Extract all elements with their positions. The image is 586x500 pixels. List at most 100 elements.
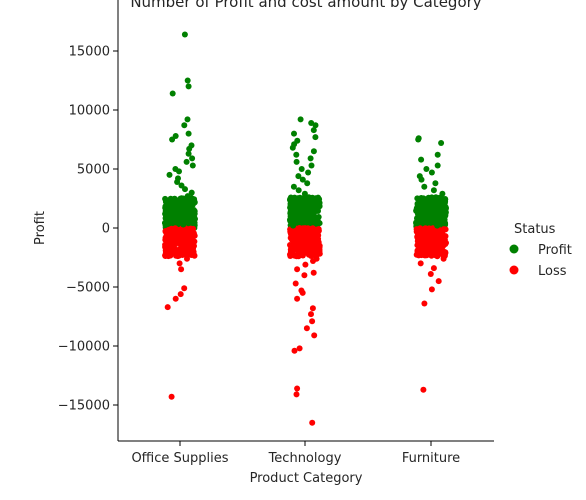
loss-point (416, 234, 423, 241)
profit-point (166, 171, 173, 178)
loss-point (296, 230, 303, 237)
profit-point (441, 203, 448, 210)
profit-point (434, 162, 441, 169)
loss-point (175, 252, 182, 259)
loss-point (430, 265, 437, 272)
legend: Status Profit Loss (509, 222, 572, 279)
loss-point (315, 226, 322, 232)
loss-point (291, 347, 298, 354)
loss-point (425, 227, 432, 234)
profit-point (295, 187, 302, 194)
profit-point (171, 195, 178, 202)
loss-point (176, 260, 183, 267)
profit-point (316, 202, 323, 209)
y-tick-label: 5000 (77, 163, 110, 178)
loss-point (421, 300, 428, 307)
profit-point (185, 83, 192, 90)
profit-point (439, 190, 446, 197)
loss-point (432, 241, 439, 248)
loss-point (293, 391, 300, 398)
y-tick-label: 10000 (69, 104, 110, 119)
profit-point (421, 183, 428, 190)
profit-point (442, 196, 449, 203)
profit-point (299, 176, 306, 183)
profit-point (315, 197, 322, 203)
loss-point (294, 266, 301, 273)
profit-point (291, 130, 297, 137)
profit-point (435, 216, 441, 223)
loss-point (303, 238, 310, 244)
loss-point (294, 385, 301, 392)
y-axis-title: Profit (33, 211, 48, 245)
profit-point (308, 162, 315, 169)
loss-point (188, 245, 195, 252)
profit-point (181, 122, 188, 129)
y-tick-label: −15000 (58, 399, 110, 414)
profit-point (304, 180, 311, 187)
legend-marker-profit (509, 244, 519, 254)
loss-point (178, 266, 185, 273)
profit-point (308, 201, 315, 208)
loss-point (423, 245, 429, 252)
profit-point (189, 162, 196, 169)
loss-point (309, 305, 316, 312)
profit-point (184, 193, 191, 200)
profit-point (171, 221, 178, 227)
loss-point (417, 260, 424, 267)
loss-point (172, 295, 179, 302)
loss-point (291, 252, 298, 259)
loss-point (303, 248, 310, 255)
loss-point (311, 248, 318, 255)
profit-point (186, 207, 193, 214)
loss-point (166, 239, 172, 246)
loss-point (298, 244, 305, 251)
loss-point (176, 230, 183, 237)
profit-point (170, 214, 177, 221)
loss-point (428, 286, 435, 293)
profit-point (312, 134, 319, 141)
profit-point (307, 155, 314, 162)
profit-point (181, 31, 188, 38)
profit-point (180, 221, 187, 228)
profit-point (185, 130, 192, 137)
points-layer (162, 31, 449, 426)
profit-point (290, 222, 297, 229)
loss-point (303, 227, 309, 234)
profit-point (418, 156, 425, 163)
y-tick-label: −5000 (66, 281, 110, 296)
profit-point (289, 208, 296, 215)
profit-point (184, 200, 191, 207)
profit-point (174, 207, 181, 214)
profit-point (181, 210, 187, 217)
chart-title: Number of Profit and cost amount by Cate… (130, 0, 481, 11)
loss-point (182, 234, 189, 241)
profit-point (434, 151, 441, 158)
loss-point (309, 419, 316, 426)
loss-point (190, 251, 197, 257)
profit-point (293, 158, 300, 165)
loss-point (178, 241, 184, 248)
legend-label-loss: Loss (538, 264, 567, 279)
profit-point (439, 219, 446, 226)
profit-point (183, 158, 190, 165)
loss-point (177, 291, 184, 298)
x-ticks: Office Supplies Technology Furniture (131, 441, 460, 466)
loss-point (426, 240, 433, 247)
profit-point (419, 197, 426, 204)
y-tick-label: 15000 (69, 45, 110, 60)
loss-point (163, 228, 170, 234)
profit-point (432, 194, 439, 201)
profit-point (420, 208, 427, 215)
loss-point (165, 245, 172, 252)
loss-point (294, 295, 301, 302)
profit-point (169, 136, 176, 143)
profit-point (182, 186, 188, 193)
loss-point (287, 234, 294, 241)
profit-point (289, 144, 296, 151)
profit-point (293, 214, 300, 221)
profit-point (297, 116, 304, 123)
loss-point (311, 234, 318, 241)
legend-title: Status (514, 222, 556, 237)
x-tick-label: Furniture (402, 451, 460, 466)
